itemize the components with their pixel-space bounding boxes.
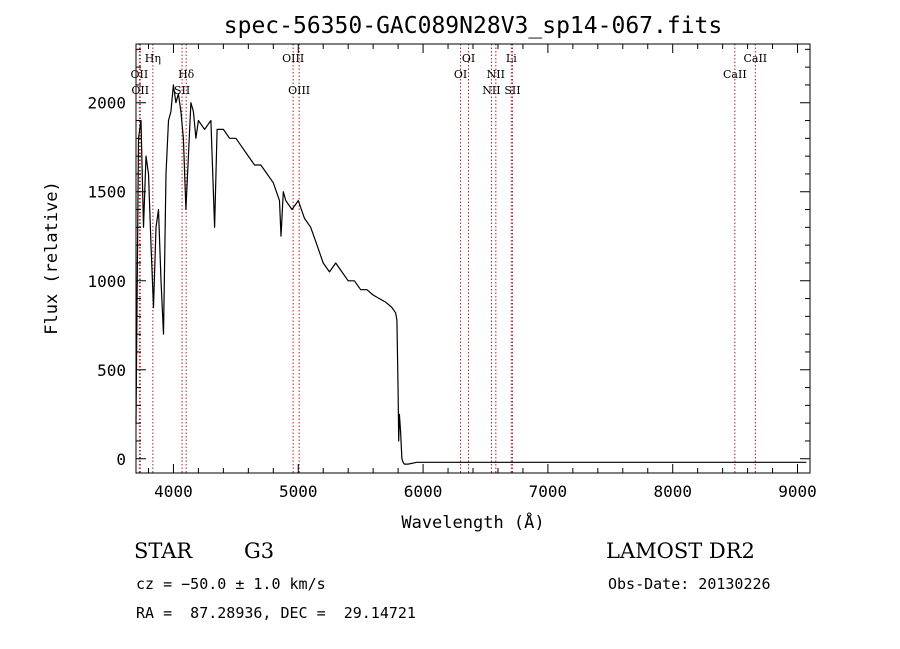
chart-title: spec-56350-GAC089N28V3_sp14-067.fits [224,13,723,39]
object-class: STAR [134,539,193,563]
x-tick-label: 8000 [653,482,692,501]
x-axis-label: Wavelength (Å) [401,511,544,533]
emission-line-label: OI [454,68,467,81]
axis-ticks: 4000 5000 6000 7000 8000 9000 0 500 1000 1500 2000 [87,44,817,501]
x-tick-label: 4000 [154,482,193,501]
plot-frame [135,43,811,474]
emission-line-label: CaII [723,68,747,81]
y-axis-label: Flux (relative) [42,181,62,335]
spectrum-series-line [135,84,807,465]
emission-line-markers: OIIOIIHηSIIHδOIIIOIIIOIOINIINIILiSIICaII… [131,44,767,473]
y-tick-label: 2000 [87,94,126,113]
x-tick-label: 6000 [404,482,443,501]
survey-name: LAMOST DR2 [606,539,755,563]
emission-line-label: Hη [145,52,161,65]
y-tick-label: 0 [116,450,126,469]
object-subclass: G3 [244,539,275,563]
emission-line-label: OIII [288,84,310,97]
emission-line-label: OII [131,68,149,81]
emission-line-label: SII [174,84,190,97]
emission-line-label: Li [506,52,517,65]
observation-date: Obs-Date: 20130226 [608,575,771,593]
redshift-text: cz = −50.0 ± 1.0 km/s [136,575,326,593]
emission-line-label: OIII [282,52,304,65]
emission-line-label: OI [462,52,475,65]
emission-line-label: NII [482,84,500,97]
emission-line-label: CaII [743,52,767,65]
y-tick-label: 1500 [87,183,126,202]
x-tick-label: 9000 [778,482,817,501]
y-tick-label: 1000 [87,272,126,291]
y-tick-label: 500 [97,361,126,380]
emission-line-label: NII [487,68,505,81]
coordinates-text: RA = 87.28936, DEC = 29.14721 [136,604,416,622]
x-tick-label: 7000 [529,482,568,501]
emission-line-label: Hδ [178,68,195,81]
x-tick-label: 5000 [279,482,318,501]
emission-line-label: OII [131,84,149,97]
emission-line-label: SII [504,84,520,97]
